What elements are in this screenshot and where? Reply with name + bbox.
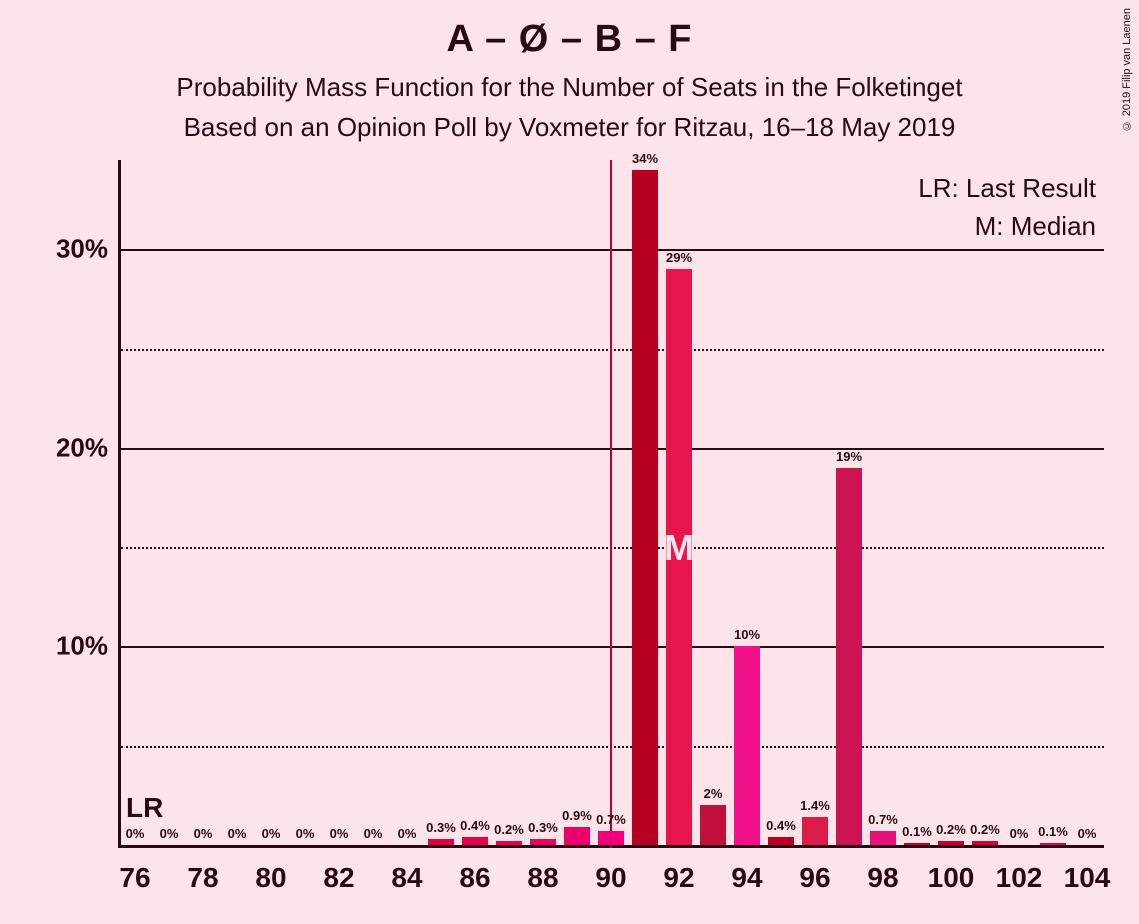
- x-tick-label: 76: [119, 862, 150, 894]
- bar: [462, 837, 489, 845]
- x-tick-label: 104: [1064, 862, 1111, 894]
- x-tick-label: 86: [459, 862, 490, 894]
- x-tick-label: 92: [663, 862, 694, 894]
- x-tick-label: 94: [731, 862, 762, 894]
- bar-value-label: 0.2%: [970, 822, 1000, 837]
- bar: [904, 843, 931, 845]
- bar-value-label: 0.1%: [1038, 824, 1068, 839]
- bar: [496, 841, 523, 845]
- copyright-text: © 2019 Filip van Laenen: [1121, 8, 1133, 131]
- bar-value-label: 0%: [364, 826, 383, 841]
- bar-value-label: 0%: [228, 826, 247, 841]
- bar-value-label: 10%: [734, 627, 760, 642]
- x-tick-label: 84: [391, 862, 422, 894]
- x-tick-label: 102: [996, 862, 1043, 894]
- bar-value-label: 0.3%: [528, 820, 558, 835]
- bar-value-label: 19%: [836, 449, 862, 464]
- bar: [700, 805, 727, 845]
- bar-value-label: 0.2%: [494, 822, 524, 837]
- chart-container: A – Ø – B – F Probability Mass Function …: [0, 0, 1139, 924]
- bar-value-label: 0.4%: [460, 818, 490, 833]
- bar: [734, 646, 761, 845]
- bar-value-label: 0%: [330, 826, 349, 841]
- bar: [802, 817, 829, 845]
- chart-title: A – Ø – B – F: [0, 18, 1139, 61]
- x-tick-label: 90: [595, 862, 626, 894]
- bar: [938, 841, 965, 845]
- bar: [972, 841, 999, 845]
- bar-value-label: 0.1%: [902, 824, 932, 839]
- y-tick-label: 30%: [8, 234, 108, 265]
- bar: [428, 839, 455, 845]
- y-tick-label: 20%: [8, 432, 108, 463]
- bars-group: [118, 160, 1104, 845]
- bar-value-label: 0.4%: [766, 818, 796, 833]
- bar-value-label: 0%: [126, 826, 145, 841]
- bar-value-label: 0%: [1010, 826, 1029, 841]
- bar: [598, 831, 625, 845]
- bar: [768, 837, 795, 845]
- median-label: M: [664, 527, 694, 569]
- bar-value-label: 29%: [666, 250, 692, 265]
- bar-value-label: 0.7%: [868, 812, 898, 827]
- bar-value-label: 0%: [1078, 826, 1097, 841]
- bar-value-label: 0%: [296, 826, 315, 841]
- bar-value-label: 2%: [704, 786, 723, 801]
- x-tick-label: 96: [799, 862, 830, 894]
- x-tick-label: 98: [867, 862, 898, 894]
- x-tick-label: 82: [323, 862, 354, 894]
- bar: [1040, 843, 1067, 845]
- bar-value-label: 0.9%: [562, 808, 592, 823]
- bar-value-label: 0%: [160, 826, 179, 841]
- bar-value-label: 0.3%: [426, 820, 456, 835]
- bar: [530, 839, 557, 845]
- bar: [632, 170, 659, 845]
- y-tick-label: 10%: [8, 631, 108, 662]
- bar-value-label: 1.4%: [800, 798, 830, 813]
- bar: [870, 831, 897, 845]
- bar: [564, 827, 591, 845]
- bar-value-label: 0.7%: [596, 812, 626, 827]
- bar-value-label: 0%: [262, 826, 281, 841]
- bar-value-label: 34%: [632, 151, 658, 166]
- x-tick-label: 88: [527, 862, 558, 894]
- bar-value-label: 0%: [398, 826, 417, 841]
- x-tick-label: 100: [928, 862, 975, 894]
- bar-value-label: 0%: [194, 826, 213, 841]
- chart-subtitle-2: Based on an Opinion Poll by Voxmeter for…: [0, 112, 1139, 143]
- x-tick-label: 80: [255, 862, 286, 894]
- x-tick-label: 78: [187, 862, 218, 894]
- bar: [836, 468, 863, 845]
- chart-subtitle-1: Probability Mass Function for the Number…: [0, 72, 1139, 103]
- bar-value-label: 0.2%: [936, 822, 966, 837]
- plot-area: LR: Last Result M: Median 10%20%30% LR 0…: [118, 160, 1104, 848]
